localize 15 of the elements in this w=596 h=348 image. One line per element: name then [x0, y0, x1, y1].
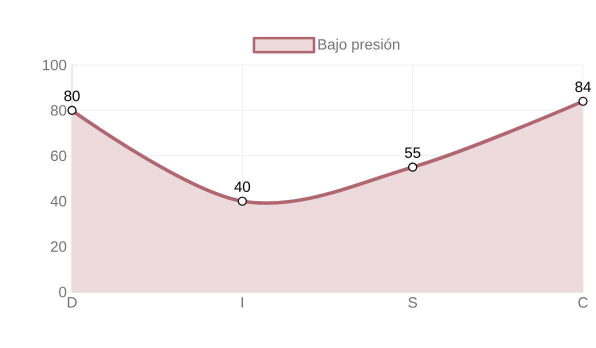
data-label: 40 — [234, 181, 250, 192]
y-tick-label: 40 — [50, 196, 66, 206]
data-label: 55 — [404, 148, 420, 158]
y-tick-label: 80 — [50, 105, 66, 116]
data-label: 80 — [64, 90, 80, 102]
x-tick-label: S — [408, 297, 417, 308]
y-tick-label: 20 — [50, 241, 66, 252]
x-tick-label: C — [578, 297, 588, 308]
x-tick-label: D — [68, 297, 77, 308]
data-label: 84 — [575, 82, 591, 92]
y-tick-label: 60 — [50, 150, 66, 162]
y-tick-label: 100 — [43, 60, 66, 70]
x-tick-label: I — [242, 297, 244, 308]
legend-label: Bajo presión — [318, 38, 400, 53]
y-tick-label: 0 — [59, 286, 66, 298]
